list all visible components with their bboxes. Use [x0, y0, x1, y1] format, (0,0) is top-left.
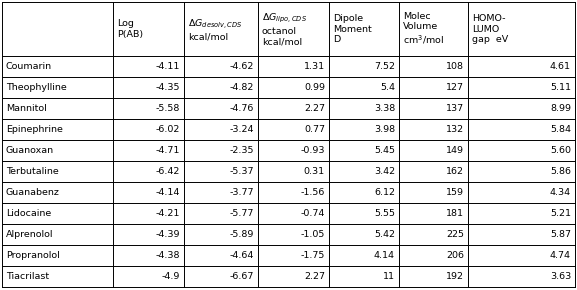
Text: -5.37: -5.37	[230, 167, 254, 176]
Text: Terbutaline: Terbutaline	[6, 167, 59, 176]
Text: 5.55: 5.55	[374, 209, 395, 218]
Text: Dipole
Moment
D: Dipole Moment D	[333, 14, 372, 44]
Text: Theophylline: Theophylline	[6, 83, 67, 92]
Text: -4.9: -4.9	[162, 272, 180, 281]
Text: -5.58: -5.58	[156, 104, 180, 113]
Text: 2.27: 2.27	[304, 272, 325, 281]
Text: 3.98: 3.98	[374, 125, 395, 134]
Text: Guanoxan: Guanoxan	[6, 146, 54, 155]
Text: 5.84: 5.84	[550, 125, 571, 134]
Text: 0.31: 0.31	[304, 167, 325, 176]
Text: 5.60: 5.60	[550, 146, 571, 155]
Text: Coumarin: Coumarin	[6, 62, 52, 71]
Text: -4.64: -4.64	[230, 251, 254, 260]
Text: 5.21: 5.21	[550, 209, 571, 218]
Text: -3.77: -3.77	[230, 188, 254, 197]
Text: 4.74: 4.74	[550, 251, 571, 260]
Text: 7.52: 7.52	[374, 62, 395, 71]
Text: 5.86: 5.86	[550, 167, 571, 176]
Text: Log
P(AB): Log P(AB)	[117, 19, 143, 39]
Text: 5.42: 5.42	[374, 230, 395, 239]
Text: 4.34: 4.34	[550, 188, 571, 197]
Text: -4.14: -4.14	[156, 188, 180, 197]
Text: -4.82: -4.82	[230, 83, 254, 92]
Text: 181: 181	[446, 209, 464, 218]
Text: Propranolol: Propranolol	[6, 251, 60, 260]
Text: 2.27: 2.27	[304, 104, 325, 113]
Text: 149: 149	[446, 146, 464, 155]
Text: -5.89: -5.89	[230, 230, 254, 239]
Text: -3.24: -3.24	[230, 125, 254, 134]
Text: -6.02: -6.02	[156, 125, 180, 134]
Text: 162: 162	[446, 167, 464, 176]
Text: -1.56: -1.56	[301, 188, 325, 197]
Text: 192: 192	[446, 272, 464, 281]
Text: 5.4: 5.4	[380, 83, 395, 92]
Text: 3.38: 3.38	[374, 104, 395, 113]
Text: HOMO-
LUMO
gap  eV: HOMO- LUMO gap eV	[472, 14, 508, 44]
Text: 137: 137	[446, 104, 464, 113]
Text: -4.71: -4.71	[156, 146, 180, 155]
Text: -4.39: -4.39	[155, 230, 180, 239]
Text: -1.75: -1.75	[301, 251, 325, 260]
Text: -0.74: -0.74	[301, 209, 325, 218]
Text: -4.62: -4.62	[230, 62, 254, 71]
Text: 11: 11	[383, 272, 395, 281]
Text: -4.21: -4.21	[156, 209, 180, 218]
Text: -4.35: -4.35	[155, 83, 180, 92]
Text: 5.45: 5.45	[374, 146, 395, 155]
Text: Tiacrilast: Tiacrilast	[6, 272, 49, 281]
Text: -6.42: -6.42	[156, 167, 180, 176]
Text: -4.11: -4.11	[156, 62, 180, 71]
Text: 4.61: 4.61	[550, 62, 571, 71]
Text: 4.14: 4.14	[374, 251, 395, 260]
Text: Mannitol: Mannitol	[6, 104, 47, 113]
Text: 5.87: 5.87	[550, 230, 571, 239]
Text: 3.42: 3.42	[374, 167, 395, 176]
Text: $\Delta G_{desolv,CDS}$
kcal/mol: $\Delta G_{desolv,CDS}$ kcal/mol	[188, 17, 243, 41]
Text: -5.77: -5.77	[230, 209, 254, 218]
Text: -0.93: -0.93	[301, 146, 325, 155]
Text: 5.11: 5.11	[550, 83, 571, 92]
Text: 132: 132	[446, 125, 464, 134]
Text: -4.76: -4.76	[230, 104, 254, 113]
Text: 3.63: 3.63	[550, 272, 571, 281]
Text: Alprenolol: Alprenolol	[6, 230, 54, 239]
Text: 1.31: 1.31	[304, 62, 325, 71]
Text: Lidocaine: Lidocaine	[6, 209, 51, 218]
Text: Molec
Volume
cm$^3$/mol: Molec Volume cm$^3$/mol	[403, 12, 444, 46]
Text: 0.77: 0.77	[304, 125, 325, 134]
Text: $\Delta G_{lipo,CDS}$
octanol
kcal/mol: $\Delta G_{lipo,CDS}$ octanol kcal/mol	[262, 12, 307, 46]
Text: -1.05: -1.05	[301, 230, 325, 239]
Text: Epinephrine: Epinephrine	[6, 125, 63, 134]
Text: Guanabenz: Guanabenz	[6, 188, 60, 197]
Text: 225: 225	[446, 230, 464, 239]
Text: 206: 206	[446, 251, 464, 260]
Text: -2.35: -2.35	[230, 146, 254, 155]
Text: -4.38: -4.38	[155, 251, 180, 260]
Text: 0.99: 0.99	[304, 83, 325, 92]
Text: 127: 127	[446, 83, 464, 92]
Text: 8.99: 8.99	[550, 104, 571, 113]
Text: -6.67: -6.67	[230, 272, 254, 281]
Text: 108: 108	[446, 62, 464, 71]
Text: 159: 159	[446, 188, 464, 197]
Text: 6.12: 6.12	[374, 188, 395, 197]
